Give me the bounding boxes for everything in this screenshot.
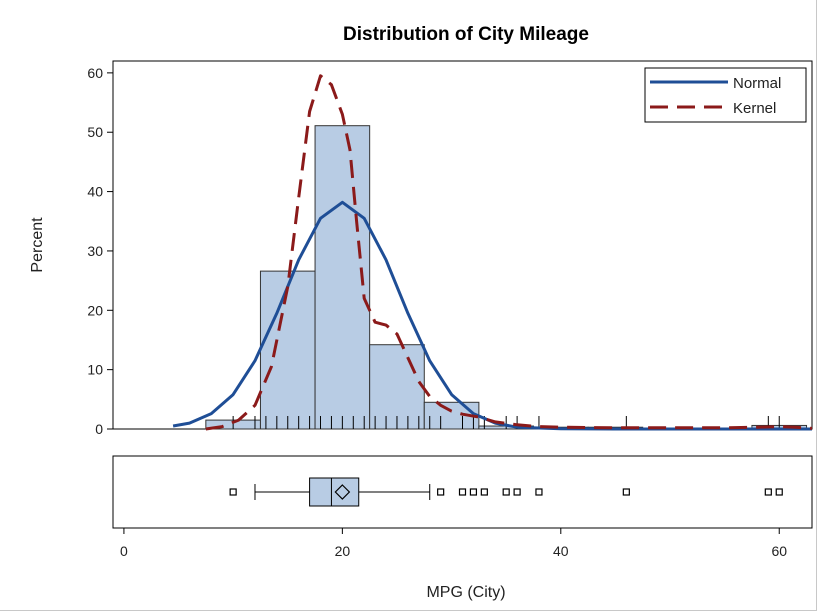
y-axis-title: Percent bbox=[29, 217, 46, 273]
rug-ticks bbox=[232, 416, 780, 429]
outlier-point bbox=[775, 488, 783, 496]
outlier-point bbox=[622, 488, 630, 496]
kernel-curve bbox=[205, 74, 813, 431]
y-tick-label: 20 bbox=[87, 302, 103, 318]
histogram-bar bbox=[314, 125, 371, 430]
box-iqr bbox=[309, 477, 360, 507]
legend: Normal Kernel bbox=[644, 67, 807, 123]
boxplot bbox=[229, 477, 783, 507]
outlier-point bbox=[764, 488, 772, 496]
y-tick-label: 0 bbox=[95, 421, 103, 437]
boxplot-panel bbox=[112, 455, 813, 529]
mean-marker bbox=[334, 484, 351, 500]
outlier-point bbox=[469, 488, 478, 496]
y-tick-label: 10 bbox=[87, 362, 103, 378]
y-axis: 0 10 20 30 40 50 60 bbox=[87, 65, 113, 437]
outlier-point bbox=[458, 488, 467, 496]
x-tick-label: 60 bbox=[771, 543, 787, 559]
x-axis: 0 20 40 60 bbox=[120, 528, 787, 559]
legend-normal-label: Normal bbox=[733, 75, 781, 92]
y-tick-label: 60 bbox=[87, 65, 103, 81]
x-tick-label: 0 bbox=[120, 543, 128, 559]
outlier-point bbox=[437, 488, 445, 496]
histogram-bars bbox=[205, 125, 808, 430]
x-axis-title: MPG (City) bbox=[426, 584, 505, 601]
x-tick-label: 20 bbox=[335, 543, 351, 559]
y-tick-label: 30 bbox=[87, 243, 103, 259]
outlier-point bbox=[480, 488, 488, 496]
histogram-bar bbox=[369, 344, 425, 430]
outlier-point bbox=[535, 488, 543, 496]
legend-box bbox=[644, 67, 807, 123]
legend-kernel-label: Kernel bbox=[733, 100, 776, 117]
density-curves bbox=[172, 74, 813, 431]
outlier-point bbox=[229, 488, 237, 496]
y-tick-label: 40 bbox=[87, 184, 103, 200]
x-tick-label: 40 bbox=[553, 543, 569, 559]
histogram-bar bbox=[259, 270, 316, 430]
outlier-point bbox=[502, 488, 510, 496]
outlier-point bbox=[513, 488, 521, 496]
y-tick-label: 50 bbox=[87, 124, 103, 140]
chart-title: Distribution of City Mileage bbox=[343, 24, 589, 45]
